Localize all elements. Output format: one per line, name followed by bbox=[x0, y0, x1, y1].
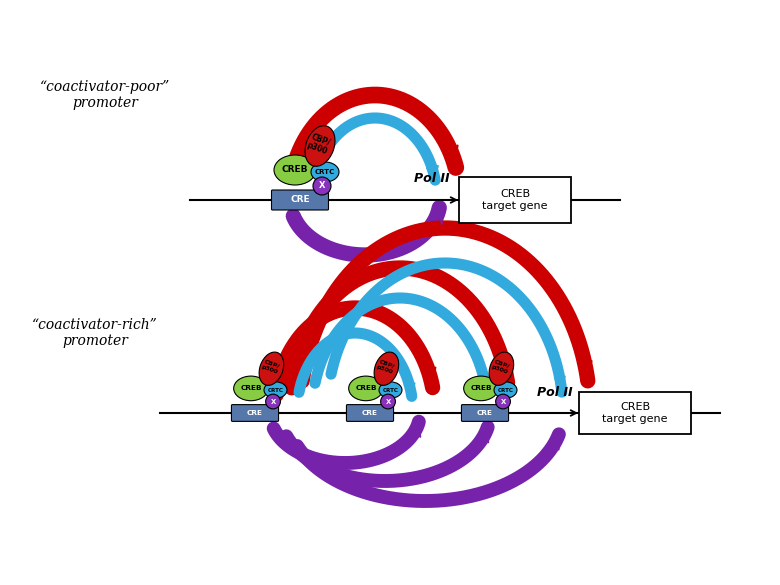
Circle shape bbox=[266, 394, 281, 409]
Text: CREB: CREB bbox=[282, 166, 308, 174]
Text: CRE: CRE bbox=[290, 195, 310, 205]
Text: CRTC: CRTC bbox=[382, 387, 399, 393]
FancyBboxPatch shape bbox=[579, 392, 691, 434]
Ellipse shape bbox=[305, 126, 335, 166]
Ellipse shape bbox=[379, 382, 402, 398]
Text: X: X bbox=[319, 181, 325, 191]
Text: CRE: CRE bbox=[477, 410, 493, 416]
Circle shape bbox=[313, 177, 331, 195]
Ellipse shape bbox=[259, 352, 284, 386]
Text: CBP/
p300: CBP/ p300 bbox=[491, 359, 511, 375]
Ellipse shape bbox=[494, 382, 517, 398]
Text: CREB: CREB bbox=[470, 386, 491, 391]
Text: CBP/
p300: CBP/ p300 bbox=[261, 359, 281, 375]
Text: CREB
target gene: CREB target gene bbox=[602, 402, 668, 424]
FancyBboxPatch shape bbox=[459, 177, 571, 223]
Text: CRTC: CRTC bbox=[268, 387, 283, 393]
Ellipse shape bbox=[463, 376, 498, 401]
Ellipse shape bbox=[489, 352, 514, 386]
Text: CREB: CREB bbox=[355, 386, 377, 391]
Ellipse shape bbox=[311, 162, 339, 182]
Ellipse shape bbox=[234, 376, 268, 401]
Text: Pol II: Pol II bbox=[537, 387, 573, 400]
Text: CREB
target gene: CREB target gene bbox=[482, 189, 548, 211]
Text: CBP/
p300: CBP/ p300 bbox=[376, 359, 395, 375]
Ellipse shape bbox=[274, 155, 316, 185]
Ellipse shape bbox=[264, 382, 287, 398]
Circle shape bbox=[381, 394, 395, 409]
FancyBboxPatch shape bbox=[232, 405, 278, 421]
Text: “coactivator-poor”
promoter: “coactivator-poor” promoter bbox=[40, 80, 170, 110]
Text: X: X bbox=[271, 398, 275, 404]
Text: CRE: CRE bbox=[362, 410, 378, 416]
Text: Pol II: Pol II bbox=[414, 171, 450, 184]
Text: CRTC: CRTC bbox=[315, 169, 335, 175]
FancyBboxPatch shape bbox=[271, 190, 328, 210]
Text: CRE: CRE bbox=[247, 410, 263, 416]
Ellipse shape bbox=[349, 376, 383, 401]
Text: “coactivator-rich”
promoter: “coactivator-rich” promoter bbox=[32, 318, 158, 348]
Circle shape bbox=[495, 394, 510, 409]
Text: CRTC: CRTC bbox=[498, 387, 513, 393]
Ellipse shape bbox=[374, 352, 399, 386]
Text: CBP/
p300: CBP/ p300 bbox=[306, 131, 332, 157]
FancyBboxPatch shape bbox=[462, 405, 509, 421]
FancyBboxPatch shape bbox=[346, 405, 394, 421]
Text: X: X bbox=[385, 398, 391, 404]
Text: X: X bbox=[501, 398, 505, 404]
Text: CREB: CREB bbox=[240, 386, 261, 391]
